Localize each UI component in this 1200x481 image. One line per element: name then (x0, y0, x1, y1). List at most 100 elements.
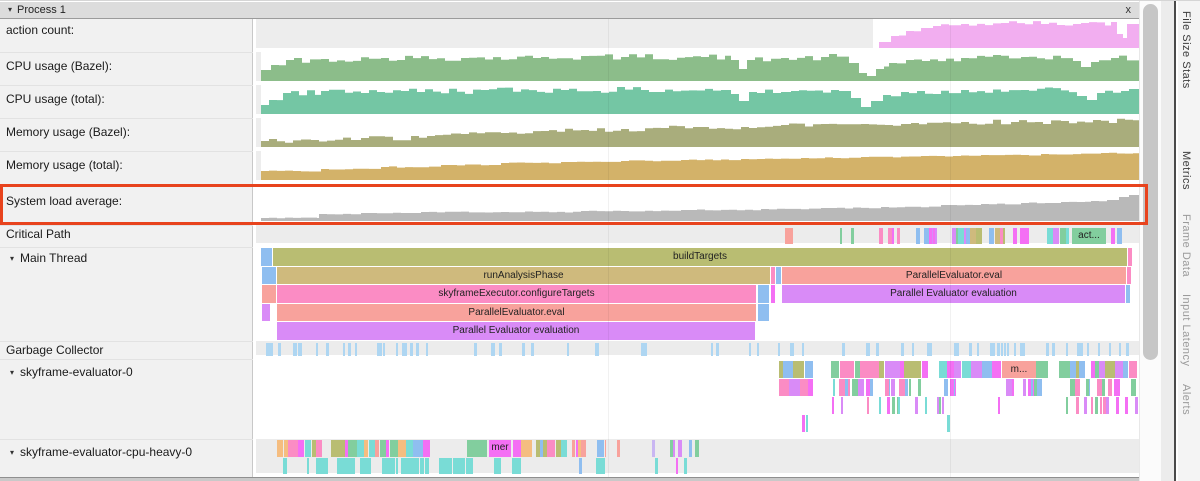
slice[interactable] (839, 361, 855, 378)
slice[interactable] (344, 440, 349, 457)
slice[interactable] (644, 343, 647, 356)
slice[interactable] (958, 228, 964, 244)
slice[interactable] (756, 343, 759, 356)
slice[interactable] (776, 266, 781, 285)
slice-parallelevaluator-eval[interactable]: ParallelEvaluator.eval (277, 303, 756, 322)
slice[interactable] (354, 343, 358, 356)
slice[interactable] (377, 343, 380, 356)
slice[interactable] (897, 397, 901, 414)
slice[interactable] (335, 440, 345, 457)
slice[interactable] (801, 343, 804, 356)
slice[interactable] (425, 343, 428, 356)
slice[interactable] (288, 440, 298, 457)
slice[interactable] (888, 361, 900, 378)
slice[interactable] (1096, 379, 1103, 396)
track-cpu-bazel[interactable] (256, 52, 1139, 85)
slice[interactable] (1126, 343, 1129, 356)
slice[interactable] (262, 285, 276, 303)
slice[interactable] (878, 397, 881, 414)
slice[interactable] (688, 440, 693, 457)
slice[interactable] (901, 343, 905, 356)
slice[interactable] (1090, 361, 1096, 378)
slice[interactable] (858, 379, 865, 396)
slice[interactable] (494, 457, 501, 474)
tab-input-latency[interactable]: Input Latency (1180, 294, 1192, 367)
slice[interactable] (989, 343, 993, 356)
track-label-skyframe-evaluator-cpu-heavy-0[interactable]: ▾ skyframe-evaluator-cpu-heavy-0 (0, 445, 253, 459)
track-sys-load[interactable] (256, 184, 1139, 225)
slice[interactable] (1001, 343, 1004, 356)
slice[interactable] (969, 343, 972, 356)
slice[interactable] (382, 457, 391, 474)
slice[interactable] (312, 440, 317, 457)
slice[interactable] (678, 440, 683, 457)
slice[interactable] (1125, 397, 1128, 414)
slice[interactable] (531, 343, 534, 356)
slice[interactable] (1026, 228, 1030, 244)
slice[interactable] (981, 361, 992, 378)
slice[interactable] (914, 361, 921, 378)
slice[interactable] (917, 379, 922, 396)
horizontal-scrollbar[interactable] (0, 477, 1139, 481)
slice[interactable] (262, 303, 270, 322)
slice[interactable] (1065, 228, 1069, 244)
slice[interactable] (953, 343, 957, 356)
slice[interactable] (315, 343, 319, 356)
slice[interactable] (419, 457, 424, 474)
slice[interactable] (297, 440, 304, 457)
slice[interactable] (1013, 228, 1018, 244)
slice[interactable] (890, 379, 896, 396)
slice[interactable] (1002, 228, 1006, 244)
slice[interactable] (1105, 361, 1116, 378)
track-skyframe-evaluator-0[interactable]: m... (256, 359, 1139, 439)
slice[interactable] (1058, 361, 1070, 378)
slice[interactable] (1069, 361, 1076, 378)
collapse-icon[interactable]: ▾ (10, 368, 15, 377)
track-mem-bazel[interactable] (256, 118, 1139, 151)
slice[interactable] (521, 440, 526, 457)
slice[interactable] (522, 343, 525, 356)
slice[interactable] (670, 440, 673, 457)
slice[interactable] (542, 440, 547, 457)
slice[interactable] (490, 343, 493, 356)
slice[interactable] (779, 379, 790, 396)
slice[interactable] (1106, 397, 1109, 414)
slice[interactable] (1020, 228, 1024, 244)
slice-mer[interactable]: mer (489, 440, 511, 457)
slice[interactable] (808, 379, 813, 396)
collapse-icon[interactable]: ▾ (10, 448, 15, 457)
slice[interactable] (684, 457, 687, 474)
slice[interactable] (1084, 397, 1087, 414)
slice[interactable] (716, 343, 719, 356)
track-content-critical-path[interactable]: act... (261, 228, 1139, 244)
slice[interactable] (1021, 343, 1025, 356)
track-content-skyframe-evaluator-cpu-heavy-0[interactable]: mer (261, 440, 1139, 474)
collapse-icon[interactable]: ▾ (10, 254, 15, 263)
slice[interactable] (395, 343, 399, 356)
slice[interactable] (1013, 343, 1017, 356)
slice[interactable] (492, 343, 496, 356)
slice[interactable] (929, 228, 932, 244)
slice[interactable] (866, 397, 870, 414)
track-skyframe-evaluator-cpu-heavy-0[interactable]: mer (256, 439, 1139, 477)
slice[interactable] (771, 266, 775, 285)
slice[interactable] (1034, 379, 1039, 396)
slice[interactable] (525, 440, 531, 457)
slice[interactable] (356, 440, 365, 457)
slice[interactable] (306, 457, 310, 474)
process-header[interactable]: ▾ Process 1 x (0, 2, 1139, 19)
slice[interactable] (779, 361, 784, 378)
slice[interactable] (572, 440, 575, 457)
slice[interactable] (930, 228, 935, 244)
slice[interactable] (806, 415, 808, 432)
slice[interactable] (671, 440, 676, 457)
track-content-mem-bazel[interactable] (261, 118, 1139, 147)
slice[interactable] (580, 440, 587, 457)
slice[interactable] (1130, 379, 1136, 396)
slice[interactable] (915, 397, 918, 414)
slice[interactable] (758, 303, 769, 322)
slice[interactable] (1122, 361, 1129, 378)
slice[interactable] (326, 343, 330, 356)
slice[interactable] (597, 343, 600, 356)
slice[interactable] (390, 457, 395, 474)
